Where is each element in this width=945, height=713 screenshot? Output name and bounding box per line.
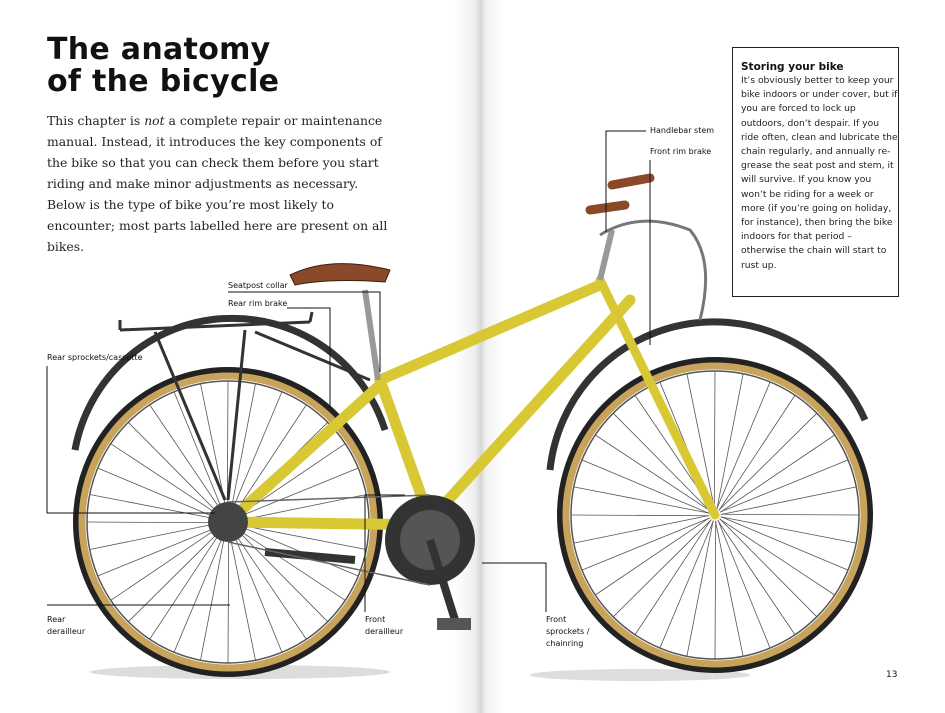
label-rear-derailleur: Rear derailleur xyxy=(47,615,86,636)
spoke xyxy=(173,527,227,653)
spoke xyxy=(595,434,711,512)
label-seatpost-collar: Seatpost collar xyxy=(228,281,288,290)
spoke xyxy=(110,443,224,519)
spoke xyxy=(230,527,307,640)
spoke xyxy=(716,381,771,510)
spoke xyxy=(715,520,744,657)
spoke xyxy=(232,525,328,622)
spoke xyxy=(714,520,717,660)
front-wheel xyxy=(557,357,873,673)
spoke xyxy=(595,517,710,596)
front-mudguard xyxy=(546,318,869,471)
label-rear-sprockets: Rear sprockets/cassette xyxy=(47,353,143,362)
front-shadow xyxy=(530,669,750,681)
spoke xyxy=(230,527,283,653)
spoke xyxy=(573,515,710,544)
spoke xyxy=(233,523,359,577)
stem xyxy=(597,229,615,281)
sidebar-body: It’s obviously better to keep your bike … xyxy=(741,75,898,271)
spoke xyxy=(720,516,857,544)
spoke xyxy=(229,383,256,517)
spoke xyxy=(717,520,796,635)
spoke xyxy=(97,467,223,521)
spoke xyxy=(716,373,744,510)
spoke xyxy=(570,514,710,517)
page-title: The anatomy of the bicycle xyxy=(47,32,280,99)
spoke xyxy=(686,373,715,510)
spoke xyxy=(86,521,223,524)
spoke xyxy=(720,513,860,516)
spoke xyxy=(149,526,225,640)
spoke xyxy=(173,391,226,517)
saddle xyxy=(289,263,391,286)
spoke xyxy=(719,518,835,596)
spoke xyxy=(200,527,227,661)
intro-text: This chapter is not a complete repair or… xyxy=(47,113,388,254)
spoke xyxy=(89,494,223,521)
spoke xyxy=(97,524,223,577)
spoke xyxy=(233,467,359,520)
spoke xyxy=(659,520,714,649)
page-number: 13 xyxy=(886,670,898,680)
spoke xyxy=(89,522,223,550)
spoke xyxy=(231,404,307,518)
seatpost xyxy=(362,289,381,381)
crank-arm xyxy=(426,538,459,622)
label-front-sprockets: Front sprockets / chainring xyxy=(546,615,590,648)
spoke xyxy=(229,391,283,517)
spoke xyxy=(612,412,711,512)
spoke xyxy=(720,434,835,513)
spoke xyxy=(719,518,818,618)
cassette xyxy=(208,502,248,542)
bicycle-frame xyxy=(222,275,720,531)
spoke xyxy=(232,525,346,601)
spoke xyxy=(717,520,771,649)
label-handlebar-stem: Handlebar stem xyxy=(650,126,715,135)
spoke xyxy=(713,370,716,510)
spoke xyxy=(233,523,367,550)
grips xyxy=(585,173,655,215)
rear-rack xyxy=(118,311,371,501)
spoke xyxy=(581,459,710,514)
spoke xyxy=(612,519,712,618)
spoke xyxy=(720,486,857,515)
spoke xyxy=(718,395,796,511)
spoke xyxy=(128,422,224,519)
spoke xyxy=(110,524,223,601)
label-rear-rim-brake: Rear rim brake xyxy=(228,298,288,310)
spoke xyxy=(634,519,712,635)
spoke xyxy=(128,526,225,622)
handlebar xyxy=(599,219,708,321)
label-front-derailleur: Front derailleur xyxy=(365,615,404,636)
spoke xyxy=(718,412,818,511)
chain xyxy=(227,494,431,586)
spoke xyxy=(720,459,849,513)
pedal xyxy=(437,618,471,630)
spoke xyxy=(720,516,849,571)
spoke xyxy=(686,520,714,657)
label-front-rim-brake: Front rim brake xyxy=(650,147,712,156)
spoke xyxy=(573,486,710,514)
sidebar-heading: Storing your bike xyxy=(741,61,844,73)
book-gutter xyxy=(455,0,505,713)
sidebar-box: Storing your bike It’s obviously better … xyxy=(732,47,899,297)
spoke xyxy=(227,527,230,664)
spoke xyxy=(149,404,226,517)
spoke xyxy=(581,517,710,571)
spoke xyxy=(228,527,256,661)
